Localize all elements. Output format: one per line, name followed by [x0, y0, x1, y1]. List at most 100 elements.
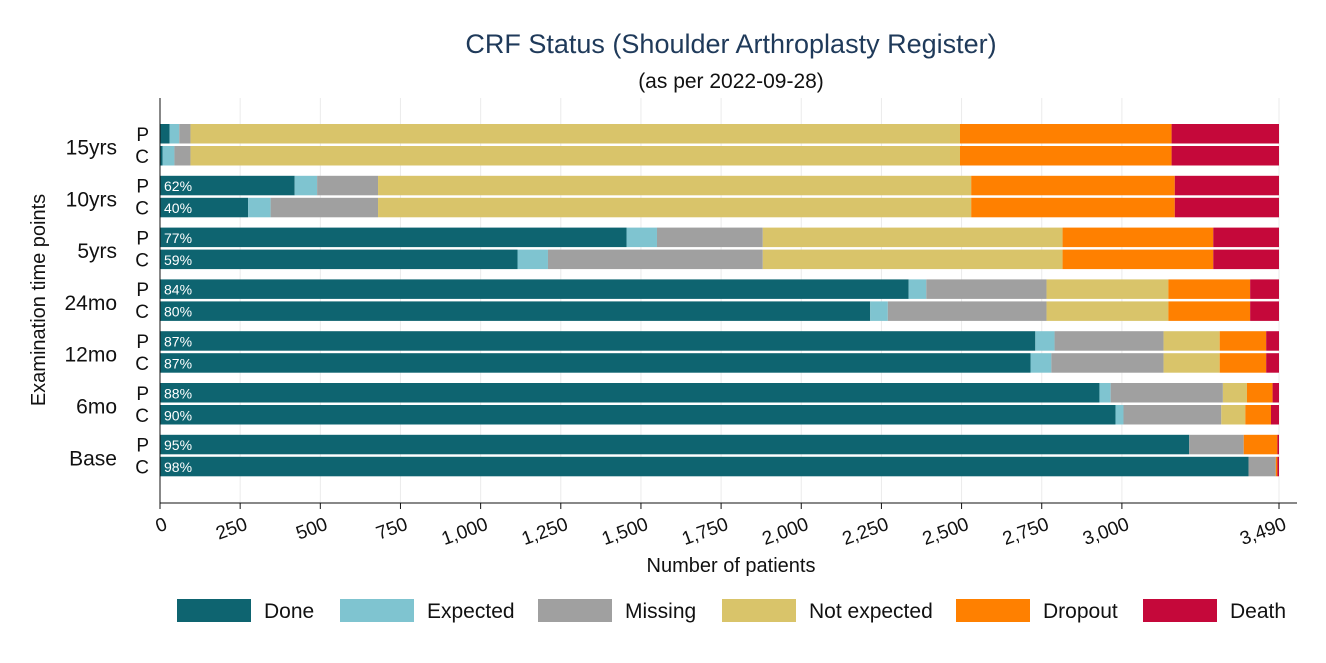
legend-label: Not expected [809, 600, 933, 623]
x-tick-label: 500 [293, 514, 330, 545]
bar-segment-done [160, 383, 1100, 403]
bar-segment-death [1250, 301, 1279, 321]
bar-segment-expected [626, 227, 657, 248]
row-code-label: C [135, 406, 149, 427]
bar-segment-death [1171, 146, 1279, 166]
legend-label: Expected [427, 600, 515, 623]
legend-swatch [722, 599, 796, 622]
bar-segment-death [1266, 331, 1279, 351]
bar-segment-done [160, 249, 518, 270]
bar-segment-dropout [971, 175, 1175, 196]
y-axis-title: Examination time points [28, 194, 50, 406]
bar-segment-missing [656, 227, 763, 248]
bar-segment-expected [162, 146, 175, 166]
bar-segment-death [1174, 197, 1279, 218]
bar-segment-dropout [959, 146, 1172, 166]
row-code-label: C [135, 458, 149, 479]
bar-segment-not-expected [1221, 405, 1246, 425]
bar-segment-missing [174, 146, 191, 166]
bar-segment-expected [294, 175, 318, 196]
row-code-label: P [136, 436, 149, 457]
x-tick-label: 3,490 [1237, 514, 1289, 550]
legend-swatch [177, 599, 251, 622]
bar-segment-expected [1115, 405, 1124, 425]
bar-segment-expected [1030, 353, 1052, 373]
bar-segment-missing [270, 197, 379, 218]
category-label: 15yrs [66, 137, 117, 160]
bar-segment-missing [887, 301, 1047, 321]
x-tick-label: 2,000 [759, 514, 811, 550]
bar-segment-done [160, 175, 295, 196]
bar-segment-death [1174, 175, 1279, 196]
stacked-bars [160, 124, 1279, 477]
done-percent-label: 90% [164, 407, 192, 423]
legend-swatch [340, 599, 414, 622]
done-percent-label: 40% [164, 200, 192, 216]
bar-segment-not-expected [378, 175, 972, 196]
done-percent-label: 62% [164, 178, 192, 194]
x-tick-label: 0 [153, 514, 170, 537]
done-percent-label: 95% [164, 437, 192, 453]
bar-segment-expected [1099, 383, 1111, 403]
row-code-label: P [136, 384, 149, 405]
bar-segment-dropout [959, 124, 1172, 144]
bar-segment-expected [870, 301, 888, 321]
x-tick-label: 2,750 [1000, 514, 1052, 550]
bar-segment-done [160, 353, 1031, 373]
bar-segment-not-expected [190, 124, 960, 144]
bar-segment-death [1270, 405, 1279, 425]
legend-swatch [538, 599, 612, 622]
bar-segment-death [1250, 279, 1279, 299]
legend-label: Missing [625, 600, 696, 623]
bar-segment-dropout [1243, 434, 1278, 455]
done-percent-label: 80% [164, 304, 192, 320]
done-percent-label: 87% [164, 333, 192, 349]
row-code-label: C [135, 354, 149, 375]
bar-segment-death [1277, 434, 1279, 455]
bar-segment-dropout [1168, 301, 1251, 321]
bar-segment-not-expected [378, 197, 972, 218]
legend-swatch [1143, 599, 1217, 622]
bar-segment-done [160, 331, 1036, 351]
category-label: 6mo [76, 396, 117, 419]
bar-segment-dropout [1246, 383, 1273, 403]
x-axis-title: Number of patients [647, 555, 816, 577]
bar-segment-dropout [1219, 331, 1267, 351]
bar-segment-expected [517, 249, 548, 270]
x-tick-label: 750 [374, 514, 411, 545]
done-percent-label: 87% [164, 355, 192, 371]
bar-segment-dropout [1245, 405, 1271, 425]
bar-segment-dropout [1062, 249, 1214, 270]
chart-title: CRF Status (Shoulder Arthroplasty Regist… [465, 29, 996, 59]
bar-segment-dropout [1219, 353, 1267, 373]
legend-swatch [956, 599, 1030, 622]
bar-segment-missing [1123, 405, 1222, 425]
legend-label: Dropout [1043, 600, 1118, 623]
category-label: 10yrs [66, 188, 117, 211]
bar-segment-not-expected [1046, 301, 1169, 321]
bar-segment-missing [926, 279, 1047, 299]
bar-segment-death [1171, 124, 1279, 144]
legend: Done Expected Missing Not expected Dropout De… [177, 599, 1286, 623]
bar-segment-missing [1054, 331, 1164, 351]
x-tick-label: 1,500 [599, 514, 651, 550]
bar-segment-not-expected [190, 146, 960, 166]
bar-segment-missing [179, 124, 191, 144]
bar-segment-death [1213, 249, 1279, 270]
bar-segment-done [160, 124, 170, 144]
bar-segment-not-expected [1163, 353, 1220, 373]
done-percent-label: 98% [164, 459, 192, 475]
x-tick-label: 1,750 [679, 514, 731, 550]
bar-segment-done [160, 279, 909, 299]
axes: 0 250 500 750 1,000 1,250 1,500 1,750 2,000 2,250… [153, 98, 1297, 550]
x-tick-label: 2,250 [840, 514, 892, 550]
bar-segment-missing [1189, 434, 1244, 455]
bar-segment-missing [547, 249, 763, 270]
chart-subtitle: (as per 2022-09-28) [638, 70, 824, 93]
done-percent-label: 88% [164, 385, 192, 401]
bar-segment-done [160, 227, 627, 248]
bar-segment-dropout [1062, 227, 1214, 248]
bar-segment-done [160, 301, 871, 321]
